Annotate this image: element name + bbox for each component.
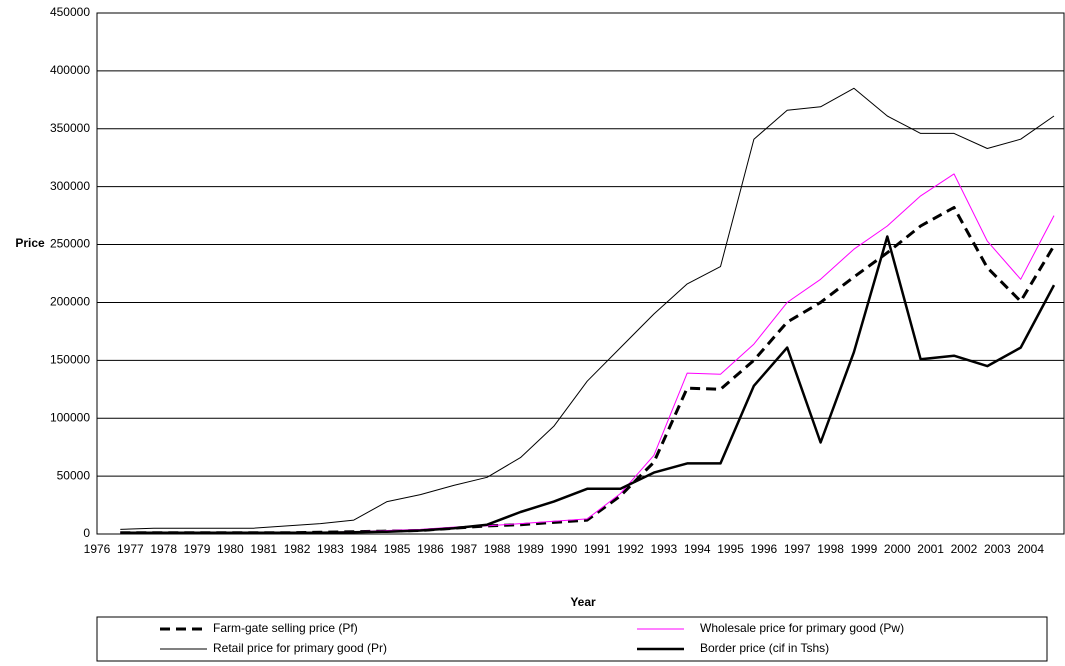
y-tick-label: 200000 <box>50 295 90 309</box>
y-tick-label: 250000 <box>50 237 90 251</box>
x-axis-label: Year <box>570 595 596 609</box>
x-tick-label: 1980 <box>217 542 244 556</box>
x-tick-label: 1990 <box>550 542 577 556</box>
x-tick-label: 1991 <box>584 542 611 556</box>
series-line <box>120 235 1056 535</box>
x-tick-label: 1976 <box>84 542 111 556</box>
x-tick-label: 2001 <box>917 542 944 556</box>
legend-label: Farm-gate selling price (Pf) <box>213 621 358 635</box>
y-tick-label: 50000 <box>57 468 91 482</box>
y-tick-label: 0 <box>83 526 90 540</box>
series-line <box>120 173 1055 534</box>
y-tick-label: 350000 <box>50 121 90 135</box>
legend-box <box>96 616 1048 662</box>
y-tick-label: 100000 <box>50 410 90 424</box>
x-tick-label: 1988 <box>484 542 511 556</box>
x-tick-label: 1998 <box>817 542 844 556</box>
plot-frame <box>96 12 1065 535</box>
x-tick-label: 1982 <box>284 542 311 556</box>
x-tick-label: 1992 <box>617 542 644 556</box>
x-tick-label: 2000 <box>884 542 911 556</box>
y-tick-label: 300000 <box>50 179 90 193</box>
y-tick-label: 400000 <box>50 63 90 77</box>
x-tick-label: 1984 <box>350 542 377 556</box>
legend-label: Wholesale price for primary good (Pw) <box>700 621 904 635</box>
x-tick-label: 1999 <box>851 542 878 556</box>
series-line <box>120 87 1055 530</box>
x-tick-label: 1977 <box>117 542 144 556</box>
legend-label: Border price (cif in Tshs) <box>700 641 829 655</box>
legend-label: Retail price for primary good (Pr) <box>213 641 387 655</box>
x-tick-label: 1996 <box>751 542 778 556</box>
x-tick-label: 1978 <box>150 542 177 556</box>
y-tick-label: 150000 <box>50 353 90 367</box>
x-tick-label: 1986 <box>417 542 444 556</box>
y-tick-label: 450000 <box>50 5 90 19</box>
x-tick-label: 1979 <box>184 542 211 556</box>
y-axis-label: Price <box>15 236 45 250</box>
x-tick-label: 1983 <box>317 542 344 556</box>
x-tick-label: 1987 <box>450 542 477 556</box>
x-tick-label: 1981 <box>250 542 277 556</box>
series-line <box>120 206 1056 535</box>
x-tick-label: 1989 <box>517 542 544 556</box>
x-tick-label: 2002 <box>951 542 978 556</box>
x-tick-label: 1993 <box>651 542 678 556</box>
x-tick-label: 1985 <box>384 542 411 556</box>
x-tick-label: 1995 <box>717 542 744 556</box>
x-tick-label: 1994 <box>684 542 711 556</box>
x-tick-label: 1997 <box>784 542 811 556</box>
x-tick-label: 2003 <box>984 542 1011 556</box>
x-tick-label: 2004 <box>1017 542 1044 556</box>
